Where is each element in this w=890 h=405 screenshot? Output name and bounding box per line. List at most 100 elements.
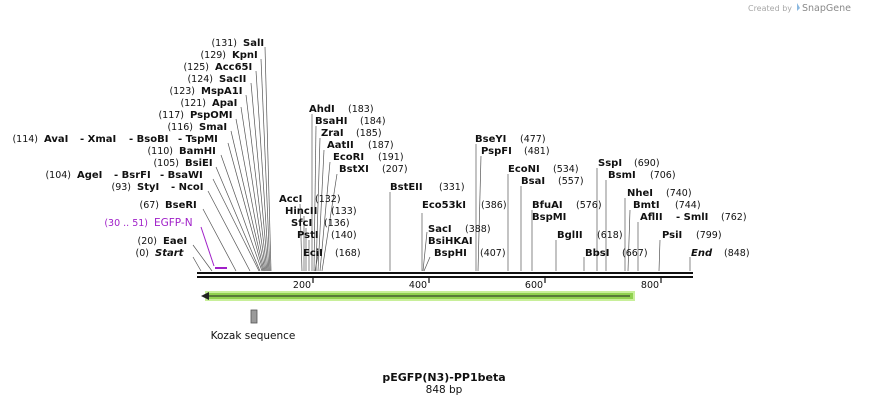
site-pos: (105): [153, 158, 179, 169]
site-psii[interactable]: PsiI: [662, 230, 682, 241]
site-saci[interactable]: SacI: [428, 224, 452, 235]
site-bsahi[interactable]: BsaHI: [315, 116, 347, 127]
site-avai[interactable]: AvaI: [44, 134, 68, 145]
feature-egfp-arrow[interactable]: [201, 291, 635, 301]
kozak-label: Kozak sequence: [211, 330, 296, 342]
ruler-tick-800: 800: [641, 280, 659, 291]
site-mspa1i[interactable]: MspA1I: [201, 86, 242, 97]
site-eco53ki[interactable]: Eco53kI: [422, 200, 466, 211]
site-pos: (618): [597, 230, 623, 241]
site-ncoi[interactable]: - NcoI: [171, 182, 204, 193]
created-by-text: Created by: [748, 4, 792, 13]
site-bsai[interactable]: BsaI: [521, 176, 545, 187]
left-site-labels: (131) SalI (129) KpnI (125) Acc65I (124)…: [12, 38, 264, 259]
site-bsmi[interactable]: BsmI: [608, 170, 636, 181]
site-smli[interactable]: - SmlI: [676, 212, 708, 223]
site-pos: (124): [187, 74, 213, 85]
site-pos: (114): [12, 134, 38, 145]
site-kpni[interactable]: KpnI: [232, 50, 258, 61]
site-bamhi[interactable]: BamHI: [179, 146, 216, 157]
site-pspfi[interactable]: PspFI: [481, 146, 512, 157]
end-marker: End: [691, 248, 713, 259]
site-pos: (557): [558, 176, 584, 187]
site-sfci[interactable]: SfcI: [291, 218, 312, 229]
site-hincii[interactable]: HincII: [285, 206, 317, 217]
site-styi[interactable]: StyI: [137, 182, 159, 193]
feature-kozak[interactable]: [250, 309, 258, 324]
site-pos: (184): [360, 116, 386, 127]
site-pos: (121): [180, 98, 206, 109]
site-ahdi[interactable]: AhdI: [309, 104, 335, 115]
site-pos: (187): [368, 140, 394, 151]
site-sspi[interactable]: SspI: [598, 158, 622, 169]
site-bstxi[interactable]: BstXI: [339, 164, 369, 175]
site-bsiei[interactable]: BsiEI: [185, 158, 213, 169]
site-tspmi[interactable]: - TspMI: [178, 134, 218, 145]
site-bseyi[interactable]: BseYI: [475, 134, 506, 145]
site-bglii[interactable]: BglII: [557, 230, 583, 241]
site-pos: (191): [378, 152, 404, 163]
site-sali[interactable]: SalI: [243, 38, 264, 49]
site-agei[interactable]: AgeI: [77, 170, 102, 181]
map-length: 848 bp: [426, 384, 463, 396]
site-pos: (740): [666, 188, 692, 199]
site-pos: (207): [382, 164, 408, 175]
site-bsphi[interactable]: BspHI: [434, 248, 467, 259]
egfp-n-range: (30 .. 51): [104, 218, 148, 229]
site-bsteii[interactable]: BstEII: [390, 182, 423, 193]
site-econi[interactable]: EcoNI: [508, 164, 540, 175]
snapgene-logo-icon: [797, 3, 800, 11]
site-psti[interactable]: PstI: [297, 230, 319, 241]
site-pos: (0): [136, 248, 149, 259]
site-pos: (140): [331, 230, 357, 241]
site-xmai[interactable]: - XmaI: [80, 134, 116, 145]
site-pos: (744): [675, 200, 701, 211]
site-pos: (183): [348, 104, 374, 115]
site-acc65i[interactable]: Acc65I: [215, 62, 252, 73]
snapgene-branding: Created by SnapGene: [748, 3, 851, 14]
site-aatii[interactable]: AatII: [327, 140, 354, 151]
site-smai[interactable]: SmaI: [199, 122, 227, 133]
site-pos: (576): [576, 200, 602, 211]
site-bsrfi[interactable]: - BsrFI: [114, 170, 151, 181]
egfp-n-label[interactable]: EGFP-N: [154, 217, 193, 229]
site-pos: (848): [724, 248, 750, 259]
site-bfuai[interactable]: BfuAI: [532, 200, 563, 211]
site-bsawi[interactable]: - BsaWI: [160, 170, 203, 181]
ruler-tick-400: 400: [409, 280, 427, 291]
site-bmtii[interactable]: BmtI: [633, 200, 660, 211]
site-acci[interactable]: AccI: [279, 194, 302, 205]
site-bsihkai[interactable]: BsiHKAI: [428, 236, 473, 247]
site-pos: (125): [183, 62, 209, 73]
ruler-tick-600: 600: [525, 280, 543, 291]
site-pos: (67): [139, 200, 159, 211]
site-pspomi[interactable]: PspOMI: [190, 110, 232, 121]
site-bbsi[interactable]: BbsI: [585, 248, 609, 259]
site-bseri[interactable]: BseRI: [165, 200, 197, 211]
site-apai[interactable]: ApaI: [212, 98, 237, 109]
site-bspmi[interactable]: BspMI: [532, 212, 566, 223]
site-pos: (386): [481, 200, 507, 211]
site-nhei[interactable]: NheI: [627, 188, 653, 199]
site-ecori[interactable]: EcoRI: [333, 152, 364, 163]
site-eaei[interactable]: EaeI: [163, 236, 187, 247]
start-marker: Start: [155, 248, 185, 259]
site-pos: (799): [696, 230, 722, 241]
site-pos: (407): [480, 248, 506, 259]
site-bsobi[interactable]: - BsoBI: [129, 134, 168, 145]
site-pos: (185): [356, 128, 382, 139]
site-ecii[interactable]: EciI: [303, 248, 323, 259]
feature-egfp-n[interactable]: [200, 226, 227, 269]
site-pos: (131): [211, 38, 237, 49]
site-pos: (117): [158, 110, 184, 121]
site-pos: (132): [315, 194, 341, 205]
site-sacii[interactable]: SacII: [219, 74, 246, 85]
snapgene-brand-text: SnapGene: [802, 3, 851, 14]
site-pos: (667): [622, 248, 648, 259]
leader-lines: [192, 46, 691, 272]
site-zrai[interactable]: ZraI: [321, 128, 344, 139]
site-pos: (706): [650, 170, 676, 181]
map-title: pEGFP(N3)-PP1beta: [382, 371, 505, 384]
site-aflii[interactable]: AflII: [640, 212, 663, 223]
mid-site-labels: AhdI (183) BsaHI (184) ZraI (185) AatII …: [279, 104, 507, 259]
